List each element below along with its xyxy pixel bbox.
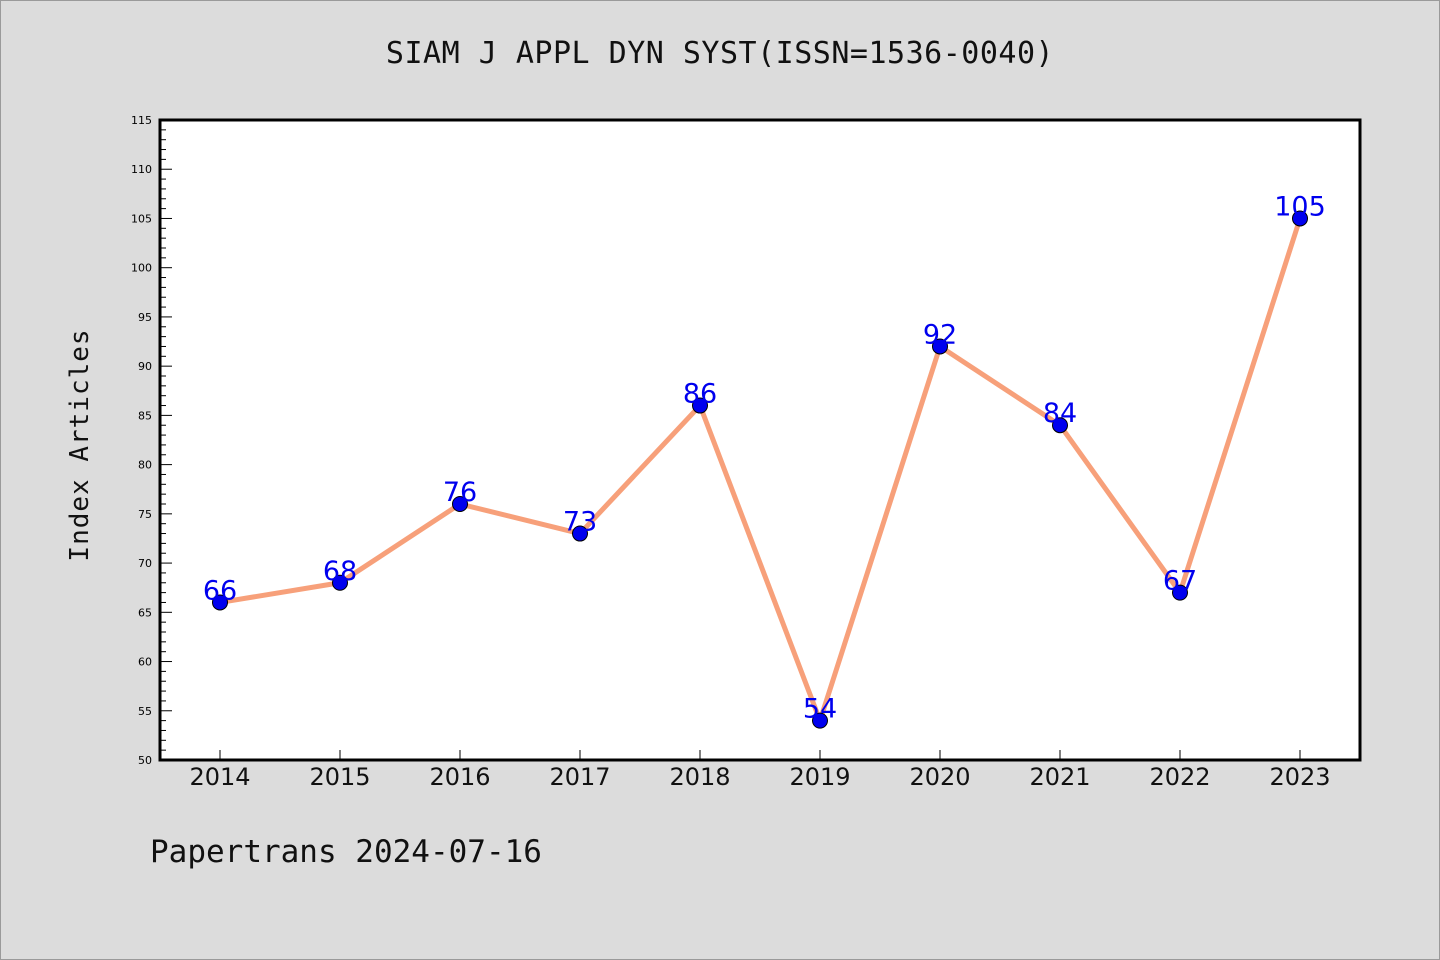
y-tick-label: 115 (131, 114, 152, 127)
plot-area (158, 118, 1362, 762)
x-tick-label: 2017 (549, 763, 610, 791)
data-point (932, 338, 948, 355)
x-tick-label: 2021 (1029, 763, 1090, 791)
footer-watermark: Papertrans 2024-07-16 (150, 834, 542, 870)
data-point (1052, 417, 1068, 434)
data-point (1292, 210, 1308, 227)
data-point (1172, 584, 1188, 601)
series-layer: 66 68 76 73 86 54 92 84 67 105 (203, 191, 1326, 729)
data-point (692, 397, 708, 414)
data-point (212, 594, 228, 611)
y-tick-label: 50 (138, 754, 152, 767)
data-point (572, 525, 588, 542)
x-tick-label: 2016 (429, 763, 490, 791)
x-tick-label: 2022 (1149, 763, 1210, 791)
x-tick-label: 2019 (789, 763, 850, 791)
x-tick-label: 2014 (189, 763, 250, 791)
data-point (452, 496, 468, 512)
data-label: 86 (683, 379, 717, 410)
y-tick-label: 85 (138, 409, 152, 422)
y-tick-label: 90 (138, 360, 152, 373)
y-tick-label: 110 (131, 163, 152, 176)
data-label: 73 (563, 507, 597, 538)
series-line (217, 215, 1303, 724)
y-tick-label: 95 (138, 311, 152, 324)
axes: 50 55 60 65 70 75 80 85 90 95 100 105 110 115 2014 2015… (131, 114, 1331, 791)
x-tick-label: 2023 (1269, 763, 1330, 791)
y-tick-label: 105 (131, 212, 152, 225)
x-tick-label: 2015 (309, 763, 370, 791)
chart-title: SIAM J APPL DYN SYST(ISSN=1536-0040) (385, 36, 1055, 71)
data-point (812, 712, 828, 729)
y-tick-label: 100 (131, 262, 152, 275)
y-tick-label: 70 (138, 557, 152, 570)
y-tick-label: 80 (138, 459, 152, 472)
x-tick-label: 2020 (909, 763, 970, 791)
x-tick-label: 2018 (669, 763, 730, 791)
data-label: 105 (1274, 191, 1326, 222)
data-label: 54 (803, 694, 837, 725)
data-label: 76 (443, 477, 477, 508)
y-tick-label: 65 (138, 606, 152, 619)
y-tick-label: 75 (138, 508, 152, 521)
y-tick-label: 55 (138, 705, 152, 718)
data-label: 66 (203, 575, 237, 606)
data-point (332, 574, 348, 591)
data-label: 68 (323, 556, 357, 587)
data-label: 84 (1043, 398, 1077, 429)
y-tick-label: 60 (138, 656, 152, 669)
data-label: 92 (923, 319, 957, 350)
data-label: 67 (1163, 566, 1197, 597)
